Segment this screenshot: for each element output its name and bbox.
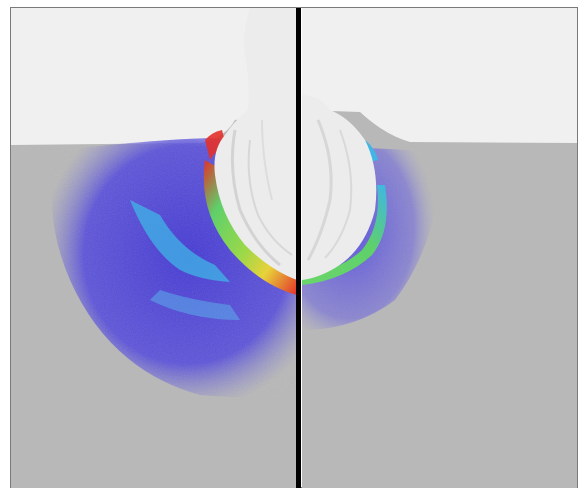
left-hot-band — [203, 160, 297, 295]
right-hot-band — [302, 185, 387, 285]
center-divider — [296, 8, 301, 488]
left-panel — [11, 8, 297, 488]
right-panel — [302, 8, 577, 488]
left-debris-plume — [214, 8, 297, 280]
left-cyan-zone — [130, 200, 230, 282]
